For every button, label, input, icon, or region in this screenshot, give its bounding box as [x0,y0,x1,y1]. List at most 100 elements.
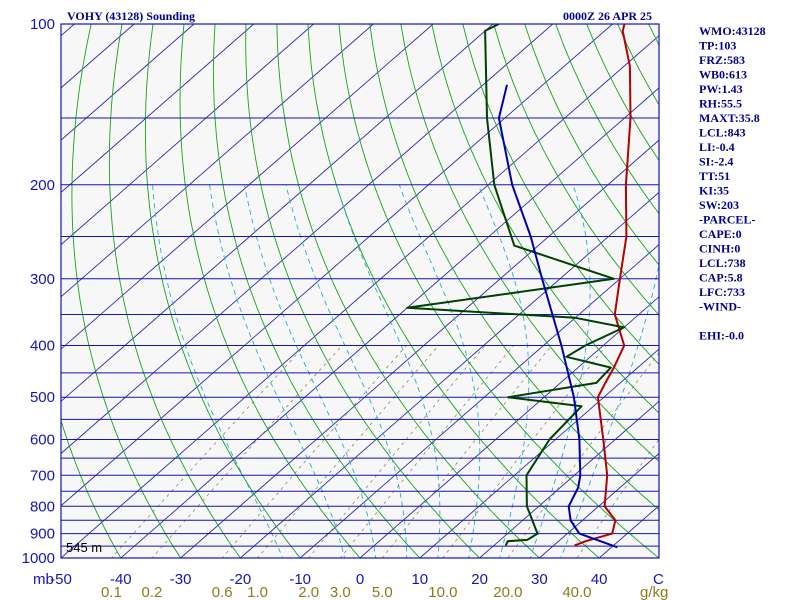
sounding-index-value: TP:103 [699,39,736,53]
temperature-axis-unit: C [653,571,664,588]
sounding-index-value: SI:-2.4 [699,155,733,169]
plot-area [61,24,659,558]
moist-adiabat-line [560,262,659,558]
valid-time: 0000Z 26 APR 25 [563,9,652,23]
pressure-tick-label: 400 [30,338,55,355]
pressure-tick-label: 600 [30,432,55,449]
isotherm-line [359,296,659,558]
sounding-index-value: FRZ:583 [699,53,745,67]
mixing-ratio-tick-label: 0.6 [212,584,233,600]
mixing-ratio-line [308,345,486,558]
moist-adiabat-line [529,184,591,558]
mixing-ratio-tick-label: 3.0 [330,584,351,600]
pressure-tick-label: 700 [30,467,55,484]
sounding-index-value: -WIND- [699,300,741,314]
pressure-tick-label: 200 [30,177,55,194]
dry-adiabat-line [307,24,600,558]
isotherm-line [61,24,374,298]
dry-adiabat-line [524,24,659,266]
sounding-index-value: CAPE:0 [699,227,742,241]
sounding-index-value: EHI:-0.0 [699,329,744,343]
mixing-ratio-line [221,345,407,558]
temperature-tick-label: 0 [356,571,364,588]
sounding-indices: WMO:43128TP:103FRZ:583WB0:613PW:1.43RH:5… [699,24,766,343]
mixing-ratio-line [507,351,659,558]
dry-adiabat-line [742,24,800,569]
plot-frame [60,23,660,559]
moist-adiabat-line [244,184,377,558]
mixing-ratio-line [576,438,659,558]
sounding-index-value: PW:1.43 [699,82,743,96]
isotherm-line [61,24,554,455]
sounding-index-value: CAP:5.8 [699,271,743,285]
isotherm-line [61,24,314,246]
dry-adiabat-line [179,24,361,558]
mixing-ratio-tick-label: 0.2 [142,584,163,600]
moist-adiabat-line [285,184,408,558]
sounding-traces [406,24,632,549]
station-title: VOHY (43128) Sounding [67,9,195,23]
temperature-tick-label: 40 [591,571,608,588]
background-grid [0,24,800,569]
dewpoint-trace [406,24,625,547]
temperature-tick-label: -20 [230,571,252,588]
temperature-trace [574,24,632,547]
temperature-tick-label: 20 [471,571,488,588]
sounding-index-value: LCL:843 [699,126,746,140]
dry-adiabat-line [108,24,241,558]
temperature-axis: -50 -40 -30 -20 -10 0 10 20 30 40 [50,571,607,588]
moist-adiabat-line [152,184,284,558]
mixing-ratio-tick-label: 10.0 [428,584,457,600]
temperature-tick-label: -40 [110,571,132,588]
mixing-ratio-tick-label: 2.0 [298,584,319,600]
dry-adiabat-line [773,24,800,569]
sounding-index-value: SW:203 [699,198,739,212]
isotherm-line [180,139,659,558]
dry-adiabat-line [71,24,182,558]
isotherm-line [539,452,659,558]
pressure-axis: 100 200 300 400 500 600 700 800 900 1000 [22,16,55,567]
pressure-axis-unit: mb [33,571,54,588]
dry-adiabat-line [0,24,6,569]
isotherm-line [299,244,659,558]
mixing-ratio-unit: g/kg [640,584,668,600]
dry-adiabat-line [369,24,659,511]
pressure-tick-label: 1000 [22,550,55,567]
mixing-ratio-line [257,345,439,558]
sounding-index-value: LCL:738 [699,256,746,270]
sounding-index-value: MAXT:35.8 [699,111,760,125]
mixing-ratio-tick-label: 20.0 [493,584,522,600]
isotherm-line [419,348,659,558]
dry-adiabat-line [431,24,659,414]
sounding-index-value: KI:35 [699,184,729,198]
dry-adiabat-line [61,557,62,558]
dry-adiabat-line [462,24,659,366]
temperature-tick-label: -50 [50,571,72,588]
pressure-tick-label: 500 [30,389,55,406]
isotherm-line [61,24,255,193]
sounding-index-value: CINH:0 [699,242,740,256]
moist-adiabat-line [209,184,345,558]
dry-adiabat-line [245,24,481,558]
temperature-tick-label: 30 [531,571,548,588]
mixing-ratio-tick-label: 1.0 [247,584,268,600]
pressure-tick-label: 800 [30,498,55,515]
sounding-index-value: RH:55.5 [699,97,742,111]
surface-height-label: 545 m [66,540,102,555]
isotherm-line [61,24,494,402]
pressure-tick-label: 900 [30,526,55,543]
temperature-tick-label: -30 [170,571,192,588]
mixing-ratio-axis: 0.1 0.2 0.6 1.0 2.0 3.0 5.0 10.0 20.0 40.0 [101,584,592,600]
mixing-ratio-line [151,345,343,558]
isotherm-line [61,24,434,350]
temperature-tick-label: 10 [411,571,428,588]
sounding-index-value: LFC:733 [699,285,745,299]
mixing-ratio-tick-label: 5.0 [372,584,393,600]
isotherm-line [61,35,659,558]
dry-adiabat-line [338,24,659,558]
dry-adiabat-line [493,24,659,316]
isotherm-line [0,24,15,558]
sounding-index-value: LI:-0.4 [699,140,735,154]
sounding-index-value: TT:51 [699,169,730,183]
